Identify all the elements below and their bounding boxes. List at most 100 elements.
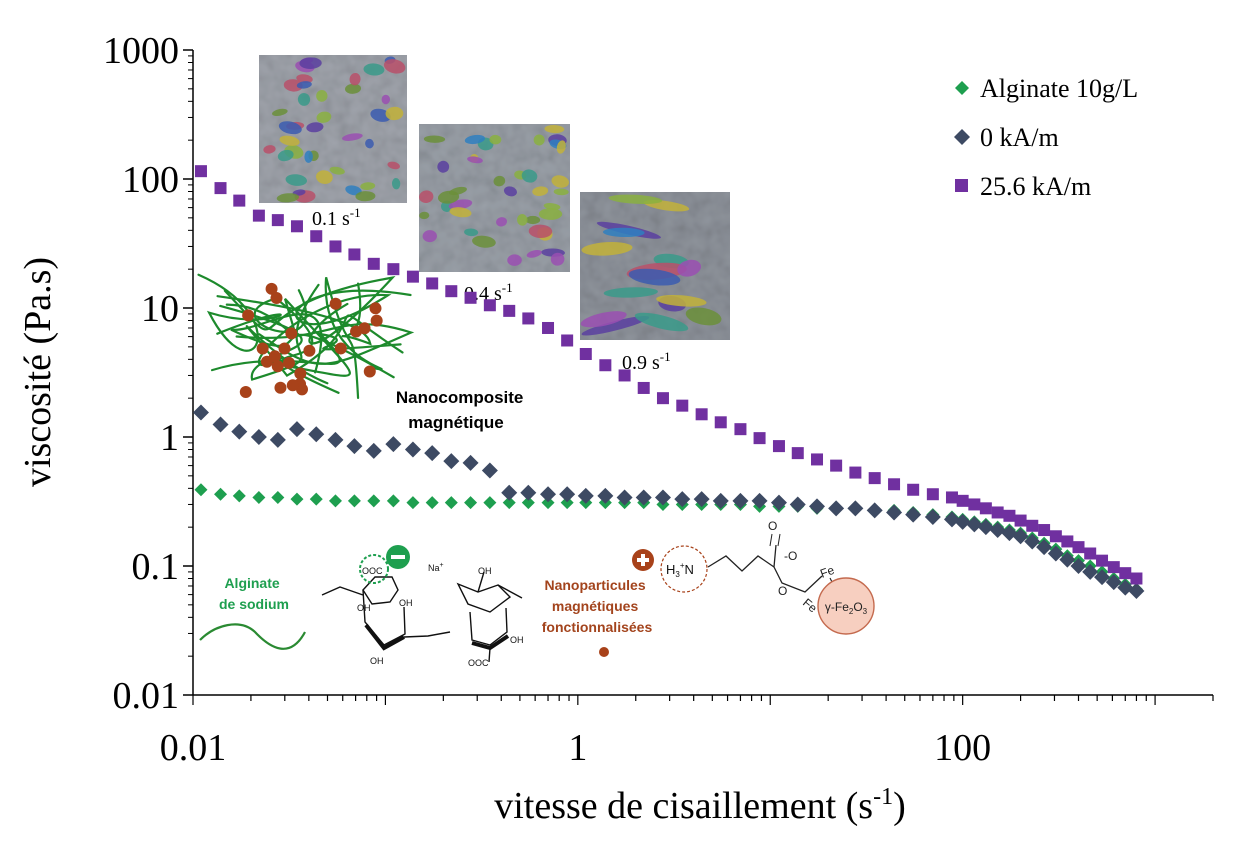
inset-blob (464, 228, 479, 237)
data-point (966, 516, 983, 533)
svg-text:OH: OH (399, 598, 413, 608)
inset-blob (385, 106, 404, 121)
data-point (654, 489, 671, 506)
inset-blob (656, 294, 707, 307)
inset-blob (496, 217, 508, 227)
data-point (1082, 563, 1099, 580)
inset-blob (551, 175, 569, 188)
svg-text:OH: OH (370, 656, 384, 666)
data-point (271, 490, 285, 504)
inset-blob (278, 121, 302, 135)
data-point (830, 459, 843, 472)
inset-blob (489, 134, 502, 145)
data-point (443, 453, 460, 470)
nanoparticle-dot (329, 297, 342, 310)
data-point (1084, 547, 1097, 560)
data-point (1128, 583, 1145, 600)
data-point (637, 381, 650, 394)
data-point (1119, 567, 1132, 580)
x-minor-ticks (250, 695, 1214, 701)
y-tick-label: 1000 (103, 30, 179, 72)
inset-blob (342, 133, 363, 141)
data-point (599, 359, 612, 372)
data-point (194, 483, 208, 497)
inset-blob (602, 227, 645, 238)
data-point (481, 462, 498, 479)
data-point (828, 500, 845, 517)
polymer-strand (225, 298, 351, 377)
y-tick-label: 100 (122, 159, 179, 201)
inset-blob (349, 72, 361, 86)
data-point (734, 423, 747, 436)
data-point (866, 502, 883, 519)
data-point (290, 220, 303, 233)
series-0 (194, 483, 1143, 596)
data-point (732, 492, 749, 509)
data-point (212, 416, 229, 433)
inset-blob (528, 224, 553, 239)
inset-blob (283, 79, 303, 92)
x-tick-label: 0.01 (160, 727, 227, 769)
inset-blob (553, 188, 569, 196)
data-point (1047, 545, 1064, 562)
inset-blob (316, 170, 333, 184)
data-point (521, 496, 535, 510)
inset-blob (296, 81, 312, 89)
data-point (753, 432, 766, 445)
x-tick-label: 1 (568, 727, 587, 769)
data-point (271, 214, 284, 227)
inset-blob (493, 175, 506, 187)
data-point (1049, 530, 1062, 543)
inset-blob (276, 193, 300, 203)
y-tick-label: 1 (160, 417, 179, 459)
series-1 (192, 404, 1145, 600)
data-point (809, 498, 826, 515)
data-point (561, 334, 574, 347)
data-point (365, 442, 382, 459)
legend: Alginate 10g/L 0 kA/m 25.6 kA/m (954, 74, 1138, 201)
data-point (406, 496, 420, 510)
data-point (676, 399, 689, 412)
inset-photo-1 (259, 55, 407, 203)
data-point (502, 496, 516, 510)
data-point (674, 491, 691, 508)
data-point (1061, 535, 1074, 548)
data-point (252, 209, 265, 222)
data-point (233, 194, 246, 207)
data-point (444, 496, 458, 510)
amine-highlight-icon (660, 545, 708, 593)
data-point (328, 494, 342, 508)
inset-blob (316, 90, 328, 102)
nanoparticle-dot (270, 291, 283, 304)
nanocomposite-illustration (197, 273, 415, 400)
inset-blob (370, 108, 391, 122)
data-point (367, 257, 380, 270)
data-point (712, 492, 729, 509)
y-tick-label: 10 (141, 288, 179, 330)
nanoparticle-dot (296, 383, 309, 396)
inset-blob (363, 63, 385, 76)
nanoparticle-dot (242, 309, 255, 322)
inset-blob (316, 111, 332, 123)
data-point (327, 431, 344, 448)
inset-blob (297, 93, 311, 106)
inset-blob (580, 311, 627, 328)
x-tick-labels: 0.01 1 100 (160, 727, 991, 769)
svg-text:Na+: Na+ (428, 562, 444, 573)
x-axis-label: vitesse de cisaillement (s-1) (494, 784, 906, 827)
inset-blob (634, 312, 689, 332)
nanoparticle-icon (599, 647, 609, 657)
nanoparticle-dot (369, 302, 382, 315)
y-tick-label: 0.01 (113, 675, 180, 717)
data-point (1059, 551, 1076, 568)
data-point (1003, 509, 1016, 522)
nanoparticle-dot (363, 365, 376, 378)
inset-blob (383, 59, 406, 74)
data-point (789, 496, 806, 513)
data-point (1036, 539, 1053, 556)
data-point (559, 486, 576, 503)
data-point (1072, 541, 1085, 554)
nanoparticle-dot (278, 342, 291, 355)
data-point (943, 511, 960, 528)
data-point (250, 429, 267, 445)
